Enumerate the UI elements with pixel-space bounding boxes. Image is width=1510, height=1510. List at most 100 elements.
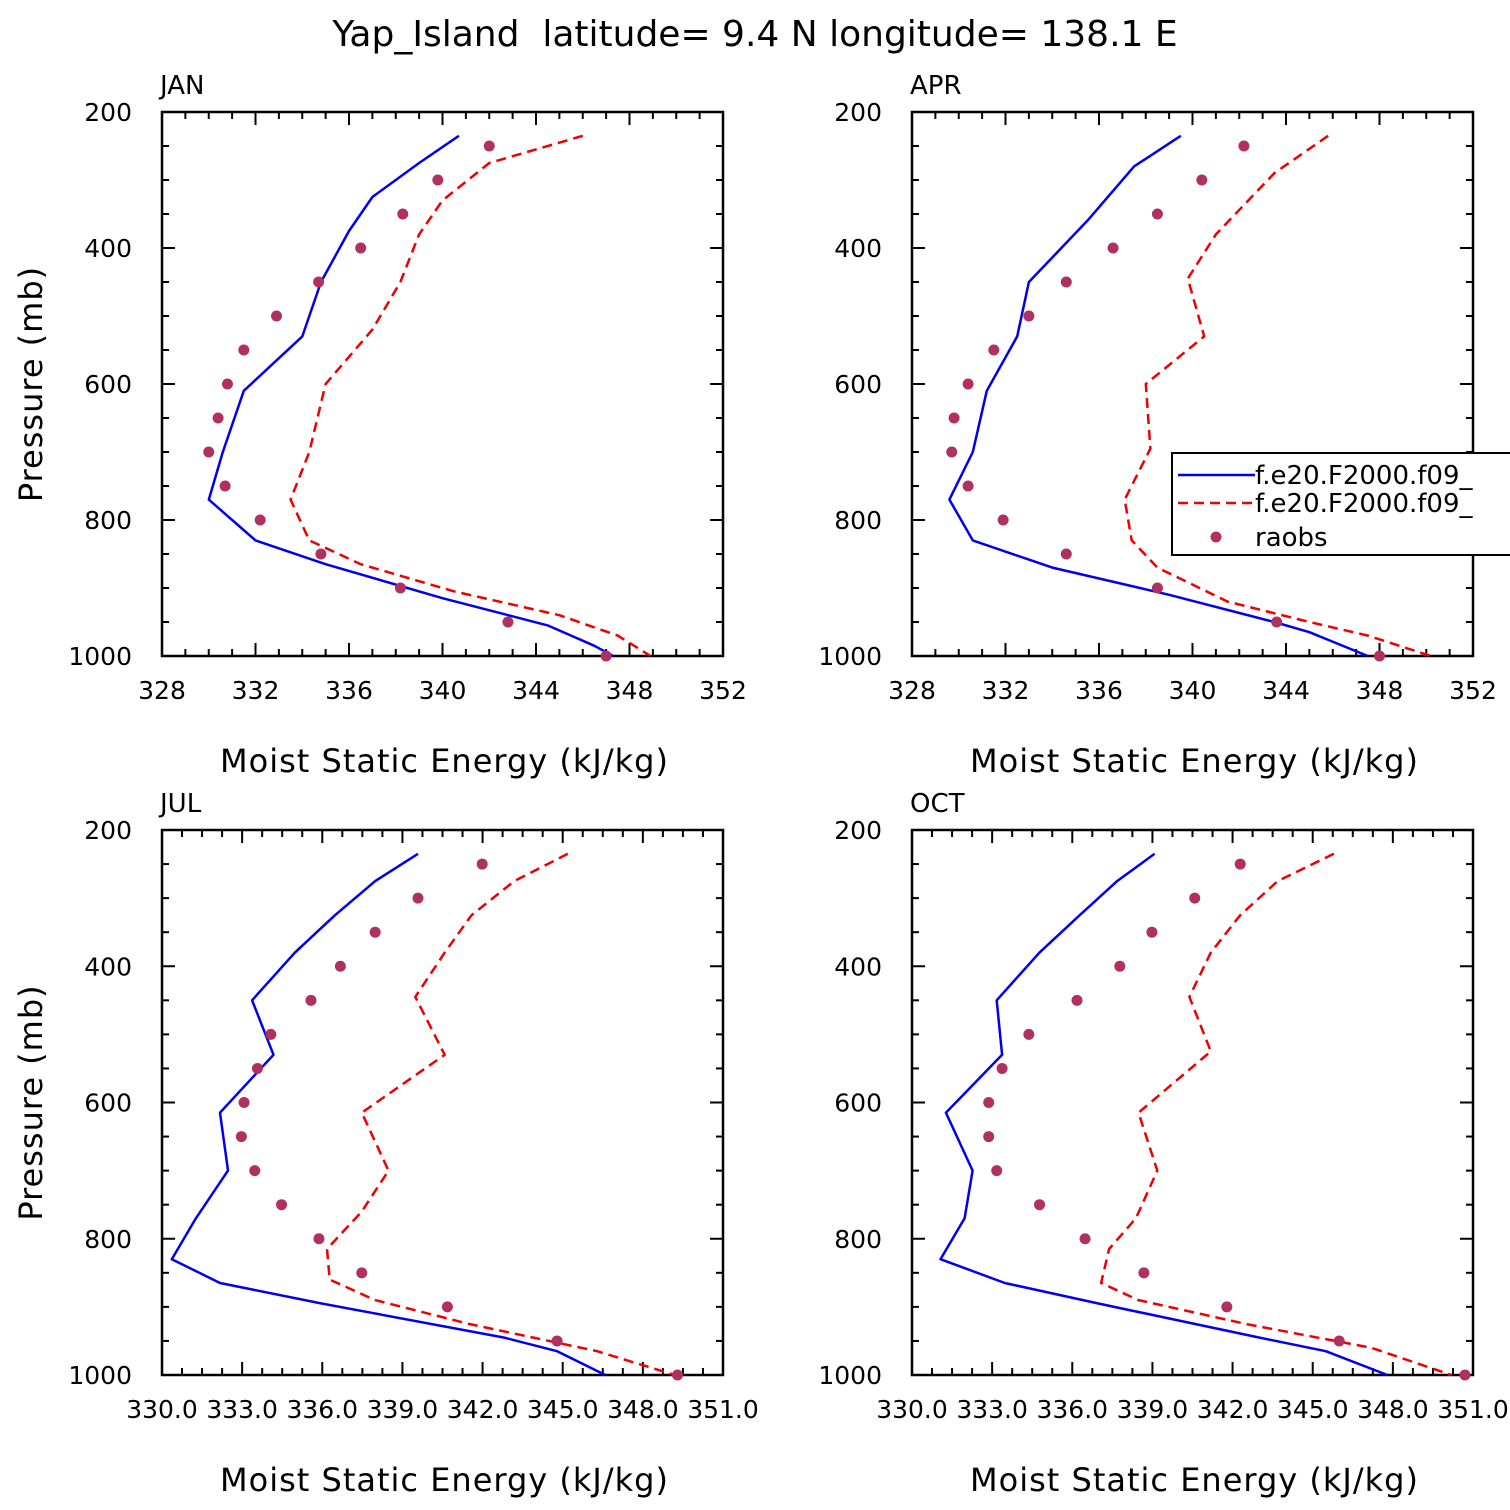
raobs-point bbox=[334, 960, 346, 972]
legend-label: f.e20.F2000.f09_ bbox=[1255, 489, 1473, 519]
raobs-point bbox=[483, 140, 495, 152]
x-tick-label: 340 bbox=[419, 676, 467, 705]
raobs-point bbox=[305, 994, 317, 1006]
raobs-point bbox=[238, 1097, 250, 1108]
x-tick-label: 352 bbox=[699, 676, 747, 705]
series-line-1 bbox=[948, 134, 1369, 658]
raobs-point bbox=[1189, 892, 1201, 904]
x-tick-label: 342.0 bbox=[1197, 1395, 1269, 1424]
x-tick-label: 328 bbox=[138, 676, 186, 705]
x-tick-label: 333.0 bbox=[206, 1395, 278, 1424]
y-tick-label: 400 bbox=[834, 952, 882, 981]
raobs-point bbox=[1234, 858, 1246, 870]
y-tick-label: 600 bbox=[84, 370, 132, 399]
raobs-point bbox=[1034, 1199, 1046, 1211]
raobs-point bbox=[369, 926, 381, 938]
x-tick-label: 348.0 bbox=[1357, 1395, 1429, 1424]
raobs-point bbox=[432, 174, 444, 186]
y-tick-label: 600 bbox=[84, 1089, 132, 1118]
raobs-point bbox=[1271, 616, 1283, 628]
x-axis-label: Moist Static Energy (kJ/kg) bbox=[970, 1461, 1419, 1499]
raobs-point bbox=[1023, 1028, 1035, 1040]
raobs-point bbox=[221, 378, 233, 390]
x-tick-label: 339.0 bbox=[1117, 1395, 1189, 1424]
panel-label: APR bbox=[910, 71, 962, 101]
raobs-point bbox=[1146, 926, 1158, 938]
x-tick-label: 339.0 bbox=[367, 1395, 439, 1424]
x-tick-label: 348.0 bbox=[607, 1395, 679, 1424]
x-tick-label: 352 bbox=[1449, 676, 1497, 705]
raobs-point bbox=[412, 892, 424, 904]
legend-marker-raobs bbox=[1210, 531, 1222, 543]
raobs-point bbox=[672, 1369, 684, 1381]
x-tick-label: 332 bbox=[232, 676, 280, 705]
legend: f.e20.F2000.f09_f.e20.F2000.f09_raobs bbox=[1171, 452, 1510, 556]
raobs-point bbox=[356, 1267, 368, 1279]
x-tick-label: 342.0 bbox=[447, 1395, 519, 1424]
y-tick-label: 400 bbox=[834, 234, 882, 263]
y-tick-label: 200 bbox=[834, 98, 882, 127]
raobs-point bbox=[1459, 1369, 1471, 1381]
panel-label: JAN bbox=[158, 71, 204, 101]
y-tick-label: 400 bbox=[84, 234, 132, 263]
x-tick-label: 328 bbox=[888, 676, 936, 705]
y-tick-label: 200 bbox=[834, 816, 882, 845]
raobs-point bbox=[1151, 582, 1163, 594]
x-tick-label: 351.0 bbox=[1437, 1395, 1509, 1424]
x-tick-label: 330.0 bbox=[876, 1395, 948, 1424]
raobs-point bbox=[397, 208, 409, 220]
x-tick-label: 348 bbox=[606, 676, 654, 705]
y-tick-label: 800 bbox=[834, 1225, 882, 1254]
x-tick-label: 345.0 bbox=[1277, 1395, 1349, 1424]
x-axis-label: Moist Static Energy (kJ/kg) bbox=[220, 742, 669, 780]
raobs-point bbox=[1114, 960, 1126, 972]
raobs-point bbox=[238, 344, 250, 356]
x-tick-label: 336.0 bbox=[1036, 1395, 1108, 1424]
raobs-point bbox=[355, 242, 367, 254]
x-tick-label: 330.0 bbox=[126, 1395, 198, 1424]
y-tick-label: 800 bbox=[84, 1225, 132, 1254]
raobs-point bbox=[276, 1199, 288, 1211]
y-tick-label: 1000 bbox=[818, 642, 882, 671]
y-tick-label: 800 bbox=[84, 506, 132, 535]
y-tick-label: 800 bbox=[834, 506, 882, 535]
raobs-point bbox=[962, 480, 974, 492]
series-line-1 bbox=[939, 852, 1388, 1377]
x-tick-label: 332 bbox=[982, 676, 1030, 705]
x-axis-label: Moist Static Energy (kJ/kg) bbox=[220, 1461, 669, 1499]
raobs-point bbox=[251, 1062, 263, 1074]
raobs-point bbox=[946, 446, 958, 458]
raobs-point bbox=[600, 650, 612, 662]
raobs-point bbox=[1060, 276, 1072, 288]
x-tick-label: 336 bbox=[1075, 676, 1123, 705]
raobs-point bbox=[249, 1165, 261, 1177]
y-tick-label: 600 bbox=[834, 1089, 882, 1118]
raobs-point bbox=[1023, 310, 1035, 322]
raobs-point bbox=[983, 1097, 995, 1108]
raobs-point bbox=[1107, 242, 1119, 254]
raobs-point bbox=[441, 1301, 453, 1313]
raobs-point bbox=[997, 514, 1009, 526]
x-axis-label: Moist Static Energy (kJ/kg) bbox=[970, 742, 1419, 780]
raobs-point bbox=[212, 412, 224, 424]
series-line-2 bbox=[325, 852, 676, 1377]
raobs-point bbox=[1374, 650, 1385, 662]
raobs-point bbox=[265, 1028, 277, 1040]
raobs-point bbox=[476, 858, 488, 870]
x-tick-label: 351.0 bbox=[687, 1395, 759, 1424]
raobs-point bbox=[203, 446, 215, 458]
x-tick-label: 348 bbox=[1356, 676, 1404, 705]
x-tick-label: 344 bbox=[1262, 676, 1310, 705]
raobs-point bbox=[313, 276, 325, 288]
raobs-point bbox=[551, 1335, 563, 1347]
raobs-point bbox=[996, 1062, 1008, 1074]
raobs-point bbox=[1333, 1335, 1345, 1347]
x-tick-label: 344 bbox=[512, 676, 560, 705]
x-tick-label: 345.0 bbox=[527, 1395, 599, 1424]
figure-title: Yap_Island latitude= 9.4 N longitude= 13… bbox=[331, 14, 1177, 55]
raobs-point bbox=[988, 344, 1000, 356]
